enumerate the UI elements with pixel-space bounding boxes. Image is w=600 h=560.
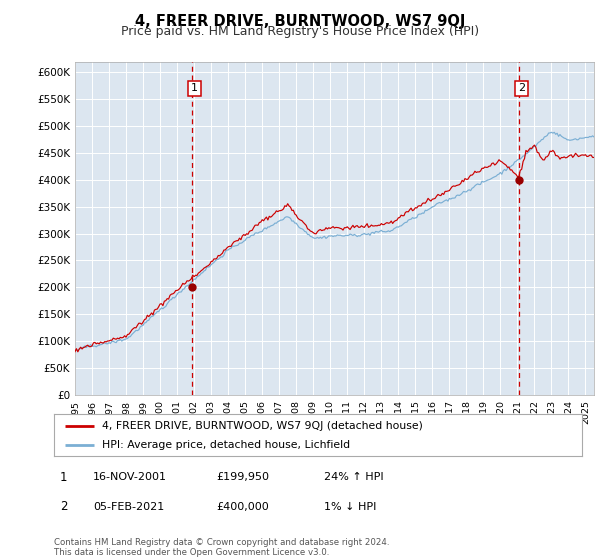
Text: Contains HM Land Registry data © Crown copyright and database right 2024.
This d: Contains HM Land Registry data © Crown c… [54,538,389,557]
Text: 4, FREER DRIVE, BURNTWOOD, WS7 9QJ: 4, FREER DRIVE, BURNTWOOD, WS7 9QJ [135,14,465,29]
Text: 4, FREER DRIVE, BURNTWOOD, WS7 9QJ (detached house): 4, FREER DRIVE, BURNTWOOD, WS7 9QJ (deta… [101,421,422,431]
Text: Price paid vs. HM Land Registry's House Price Index (HPI): Price paid vs. HM Land Registry's House … [121,25,479,38]
Text: 05-FEB-2021: 05-FEB-2021 [93,502,164,512]
Text: 2: 2 [518,83,525,94]
Text: £199,950: £199,950 [216,472,269,482]
Text: 1% ↓ HPI: 1% ↓ HPI [324,502,376,512]
Text: 16-NOV-2001: 16-NOV-2001 [93,472,167,482]
Text: 24% ↑ HPI: 24% ↑ HPI [324,472,383,482]
Text: HPI: Average price, detached house, Lichfield: HPI: Average price, detached house, Lich… [101,440,350,450]
Text: £400,000: £400,000 [216,502,269,512]
Text: 1: 1 [191,83,198,94]
Text: 1: 1 [60,470,68,484]
Text: 2: 2 [60,500,68,514]
